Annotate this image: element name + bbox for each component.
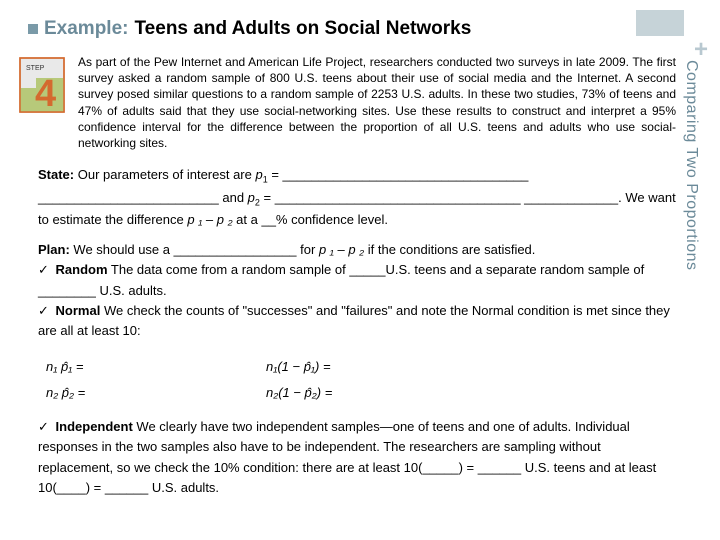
independent-section: ✓ Independent We clearly have two indepe…	[38, 417, 676, 498]
plan-label: Plan:	[38, 242, 70, 257]
formulas-block: n₁ p̂₁ = n₂ p̂₂ = n₁(1 − p̂₁) = n₂(1 − p…	[38, 351, 676, 409]
check-icon: ✓	[38, 419, 49, 434]
random-label: Random	[56, 262, 108, 277]
check-icon: ✓	[38, 262, 49, 277]
normal-label: Normal	[56, 303, 101, 318]
sidebar-title: Comparing Two Proportions	[682, 60, 700, 271]
step-word: STEP	[26, 65, 45, 72]
check-icon: ✓	[38, 303, 49, 318]
corner-accent-box	[636, 10, 684, 36]
intro-paragraph: As part of the Pew Internet and American…	[78, 54, 676, 151]
step-number: 4	[35, 73, 56, 115]
state-section: State: Our parameters of interest are p1…	[38, 165, 676, 230]
plan-section: Plan: We should use a _________________ …	[38, 240, 676, 341]
formula-n2p2: n₂ p̂₂ =	[46, 383, 266, 403]
formula-n1q1: n₁(1 − p̂₁) =	[266, 357, 486, 377]
bullet-icon	[28, 24, 38, 34]
body-content: State: Our parameters of interest are p1…	[0, 151, 720, 498]
step-4-icon: STEP 4	[18, 56, 72, 123]
intro-block: STEP 4 As part of the Pew Internet and A…	[0, 54, 720, 151]
independent-label: Independent	[56, 419, 133, 434]
slide-header: Example: Teens and Adults on Social Netw…	[0, 0, 720, 54]
formula-n1p1: n₁ p̂₁ =	[46, 357, 266, 377]
example-label: Example:	[44, 18, 128, 40]
slide-title: Teens and Adults on Social Networks	[134, 18, 471, 40]
formula-n2q2: n₂(1 − p̂₂) =	[266, 383, 486, 403]
state-label: State:	[38, 167, 74, 182]
